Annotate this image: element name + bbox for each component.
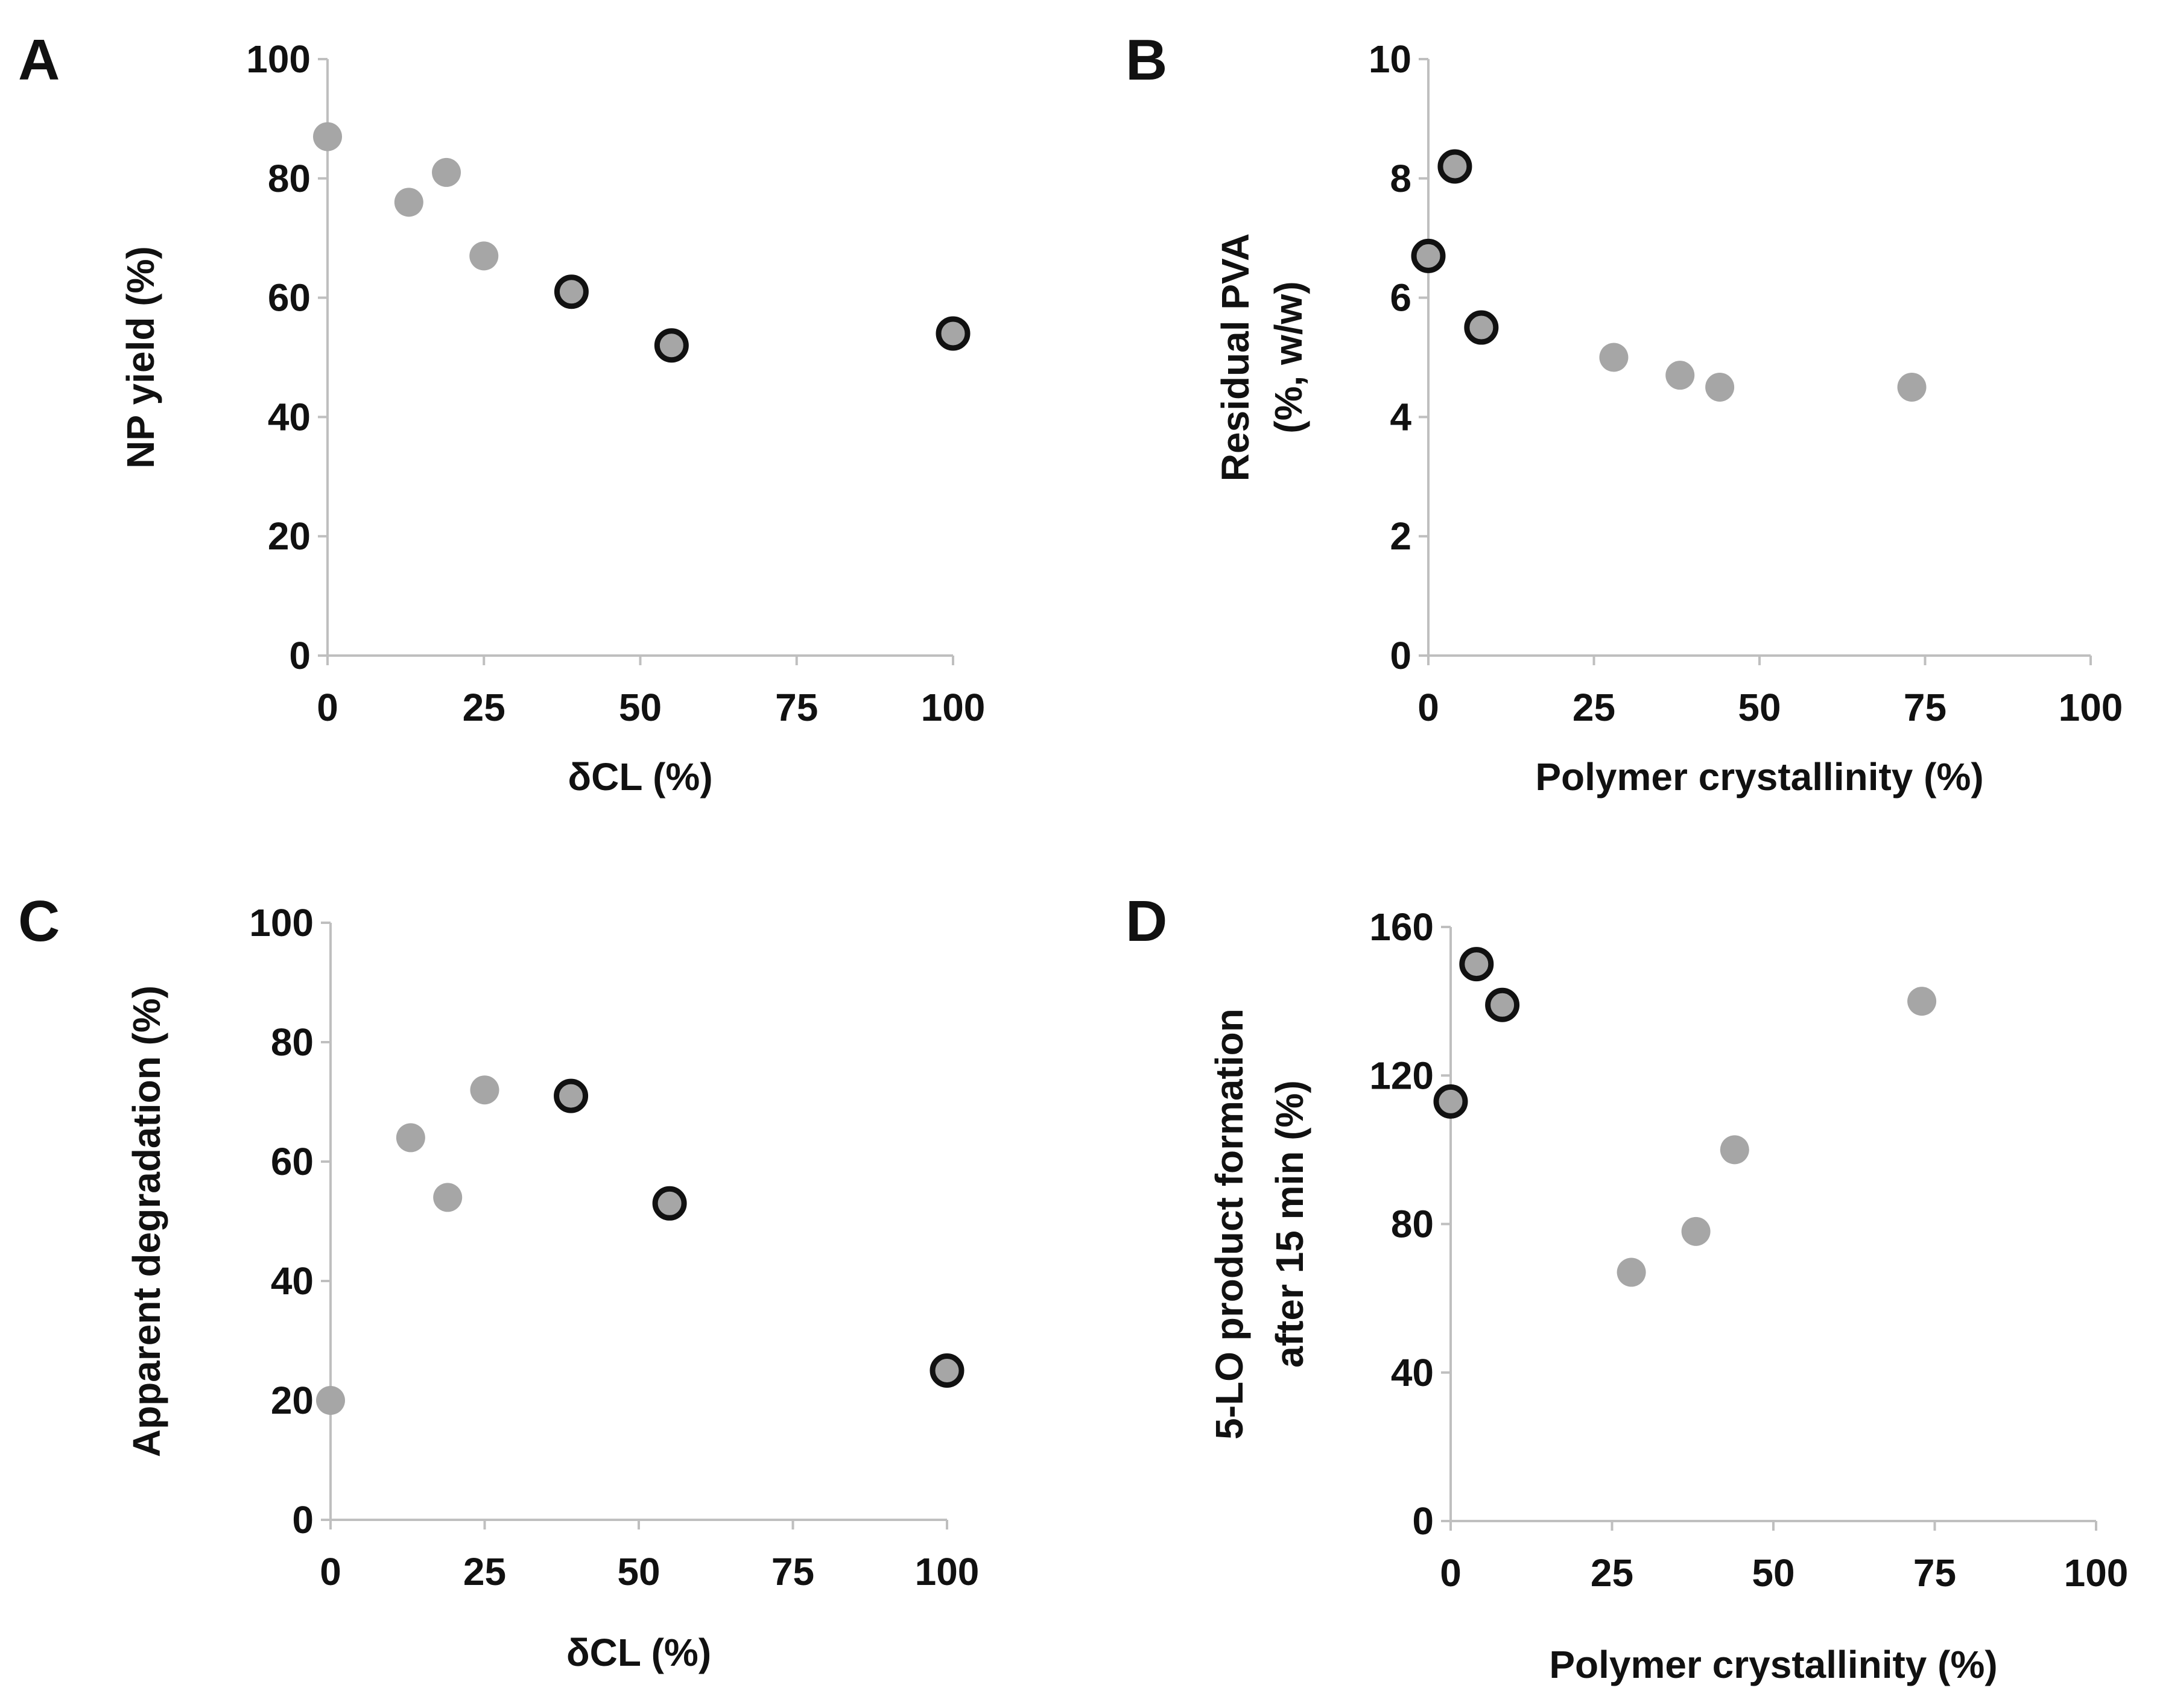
- x-tick-label: 50: [1752, 1551, 1794, 1595]
- x-tick-label: 0: [320, 1550, 341, 1593]
- y-tick-label: 60: [271, 1140, 314, 1183]
- x-tick-label: 50: [619, 686, 662, 729]
- x-tick-label: 50: [1738, 686, 1781, 729]
- data-point: [394, 188, 423, 217]
- data-point-outlined: [930, 1353, 964, 1388]
- x-tick-label: 100: [915, 1550, 980, 1593]
- data-point: [1720, 1135, 1749, 1165]
- data-point: [396, 1123, 425, 1153]
- x-tick-label: 50: [617, 1550, 660, 1593]
- x-tick-label: 100: [2064, 1551, 2129, 1595]
- y-tick-label: 40: [1391, 1351, 1434, 1394]
- y-tick-label: 80: [1391, 1203, 1434, 1246]
- data-point: [1897, 372, 1927, 402]
- data-point: [1665, 361, 1695, 390]
- panel-letter: C: [18, 889, 60, 954]
- x-tick-label: 0: [1440, 1551, 1462, 1595]
- y-tick-label: 6: [1390, 276, 1411, 320]
- data-point: [1705, 372, 1735, 402]
- data-point-outlined: [1485, 987, 1520, 1022]
- data-point-outlined: [936, 316, 971, 351]
- data-point-outlined: [654, 328, 689, 363]
- y-tick-label: 0: [1390, 634, 1411, 677]
- panel-c: C 0 20 40 60 80 100 0 25 50 75 100 δCL (%) Apparent d…: [18, 889, 979, 1674]
- x-tick-label: 75: [771, 1550, 814, 1593]
- panel-letter: A: [18, 28, 60, 92]
- data-point: [433, 1183, 463, 1212]
- data-point-outlined: [554, 274, 589, 309]
- x-axis-title: Polymer crystallinity (%): [1535, 755, 1983, 799]
- data-point: [1907, 987, 1937, 1016]
- y-tick-label: 40: [271, 1259, 314, 1303]
- data-point: [316, 1386, 345, 1415]
- x-axis-title: δCL (%): [568, 755, 712, 799]
- y-tick-label: 0: [289, 634, 311, 677]
- x-tick-label: 0: [317, 686, 338, 729]
- data-point: [469, 241, 499, 271]
- x-tick-label: 25: [1591, 1551, 1633, 1595]
- y-tick-label: 80: [271, 1020, 314, 1064]
- data-point: [432, 157, 461, 187]
- y-tick-label: 0: [1412, 1499, 1434, 1543]
- x-tick-label: 0: [1417, 686, 1439, 729]
- panel-letter: B: [1126, 28, 1167, 92]
- y-tick-label: 80: [268, 157, 311, 200]
- y-axis-title-line2: (%, w/w): [1267, 281, 1310, 433]
- y-tick-label: 160: [1369, 905, 1434, 949]
- x-axis-title: Polymer crystallinity (%): [1549, 1643, 1997, 1686]
- y-tick-label: 60: [268, 276, 311, 320]
- y-axis-title: 5-LO product formation: [1208, 1008, 1251, 1440]
- y-tick-label: 8: [1390, 157, 1411, 200]
- data-point-outlined: [652, 1186, 687, 1221]
- y-tick-label: 10: [1369, 37, 1411, 81]
- data-point: [313, 122, 342, 151]
- y-tick-label: 0: [292, 1498, 314, 1542]
- panel-d: D 0 40 80 120 160 0 25 50 75 100 Polymer crystallin…: [1126, 889, 2128, 1686]
- data-point-outlined: [1464, 310, 1499, 345]
- y-axis-title-line2: after 15 min (%): [1268, 1080, 1311, 1368]
- y-tick-label: 20: [271, 1379, 314, 1422]
- x-tick-label: 75: [775, 686, 818, 729]
- data-point-outlined: [1437, 149, 1472, 184]
- data-point-outlined: [554, 1078, 589, 1113]
- panel-letter: D: [1126, 889, 1167, 954]
- y-axis-title: NP yield (%): [119, 246, 162, 469]
- data-point-outlined: [1411, 238, 1446, 273]
- y-tick-label: 4: [1390, 395, 1411, 438]
- y-tick-label: 20: [268, 514, 311, 558]
- x-tick-label: 25: [463, 686, 505, 729]
- y-tick-label: 100: [246, 37, 311, 81]
- y-tick-label: 120: [1369, 1054, 1434, 1097]
- x-tick-label: 100: [2059, 686, 2123, 729]
- data-point: [1599, 343, 1629, 372]
- x-tick-label: 75: [1904, 686, 1946, 729]
- data-point: [1617, 1257, 1646, 1287]
- data-point: [1681, 1216, 1711, 1246]
- data-point-outlined: [1459, 947, 1494, 982]
- x-tick-label: 25: [1573, 686, 1615, 729]
- x-tick-label: 75: [1913, 1551, 1956, 1595]
- panel-a: A 0 20 40 60 80 100 0 25 50 75 100 δCL (%) NP yield (…: [18, 28, 985, 799]
- x-tick-label: 25: [463, 1550, 506, 1593]
- y-tick-label: 100: [249, 901, 314, 944]
- x-tick-label: 100: [921, 686, 986, 729]
- y-axis-title: Residual PVA: [1214, 233, 1257, 481]
- x-axis-title: δCL (%): [566, 1631, 711, 1674]
- y-axis-title: Apparent degradation (%): [125, 985, 168, 1457]
- data-point: [470, 1075, 499, 1105]
- data-point-outlined: [1433, 1084, 1468, 1119]
- y-tick-label: 2: [1390, 514, 1411, 558]
- y-tick-label: 40: [268, 395, 311, 438]
